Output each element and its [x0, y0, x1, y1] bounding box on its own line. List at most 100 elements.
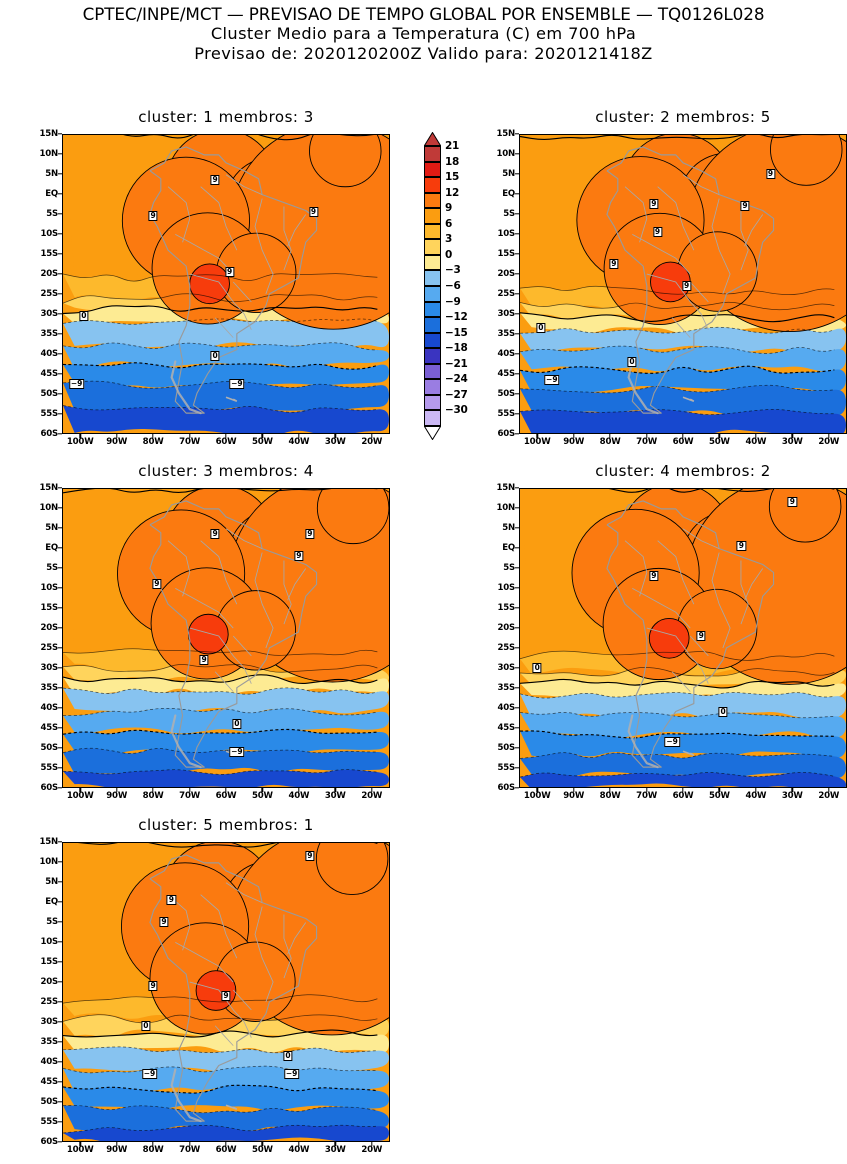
- y-axis-tick-mark: [58, 687, 62, 689]
- y-axis-tick-label: 55S: [40, 1117, 58, 1127]
- y-axis-tick-label: 15S: [40, 957, 58, 967]
- colorbar-tick-label: −12: [445, 311, 468, 324]
- x-axis-tick-label: 70W: [179, 791, 201, 801]
- x-axis-tick-mark: [115, 788, 118, 792]
- y-axis-tick-mark: [58, 353, 62, 355]
- x-axis-tick-label: 20W: [361, 1145, 383, 1155]
- cluster-panel-title: cluster: 5 membros: 1: [138, 816, 314, 834]
- y-axis-tick-mark: [515, 433, 519, 435]
- x-axis-tick-mark: [645, 434, 648, 438]
- colorbar-band: [424, 254, 441, 271]
- x-axis-tick-label: 40W: [288, 1145, 310, 1155]
- y-axis-tick-label: 10N: [496, 149, 515, 159]
- contour-label: 0: [532, 663, 542, 673]
- y-axis-tick-mark: [515, 727, 519, 729]
- colorbar-band: [424, 410, 441, 426]
- x-axis-tick-mark: [371, 434, 373, 438]
- y-axis-tick-mark: [58, 1061, 62, 1063]
- map-canvas: [62, 488, 390, 788]
- contour-label: −9: [68, 379, 85, 389]
- contour-label: 9: [294, 551, 304, 561]
- x-axis-tick-label: 50W: [251, 1145, 273, 1155]
- y-axis-tick-label: 40S: [40, 703, 58, 713]
- y-axis-tick-label: 20S: [497, 269, 515, 279]
- x-axis-tick-mark: [791, 788, 793, 792]
- y-axis-tick-mark: [515, 527, 519, 529]
- y-axis-tick-mark: [58, 787, 62, 789]
- colorbar-band: [424, 270, 441, 286]
- colorbar-tick-label: −9: [445, 295, 461, 308]
- x-axis-tick-mark: [536, 434, 538, 438]
- colorbar-tick-label: 0: [445, 248, 453, 261]
- map-canvas: [62, 134, 390, 434]
- cluster-panel-1: cluster: 1 membros: 3 9 9 9 9 0 0 −9 −9 15N 10N 5N E…: [30, 108, 390, 456]
- y-axis-tick-label: 60S: [497, 783, 515, 793]
- contour-label: 0: [79, 311, 89, 321]
- map-canvas: [62, 842, 390, 1142]
- y-axis-tick-mark: [515, 333, 519, 335]
- y-axis-tick-mark: [515, 567, 519, 569]
- y-axis-tick-mark: [58, 193, 62, 195]
- y-axis-tick-mark: [58, 153, 62, 155]
- y-axis-tick-mark: [515, 647, 519, 649]
- y-axis-tick-mark: [515, 707, 519, 709]
- cluster-panel-title: cluster: 3 membros: 4: [138, 462, 314, 480]
- contour-label: 9: [696, 631, 706, 641]
- colorbar-tick-label: −27: [445, 388, 468, 401]
- x-axis-tick-mark: [188, 434, 191, 438]
- y-axis-tick-label: EQ: [502, 543, 515, 553]
- plot-area[interactable]: 9 9 9 9 0 0 −9 15N 10N 5N EQ 5S 10S 15S 20S 25S 30S 35S 40…: [496, 483, 847, 801]
- x-axis-tick-mark: [261, 434, 264, 438]
- y-axis-tick-label: 20S: [40, 623, 58, 633]
- y-axis-tick-label: 10S: [40, 937, 58, 947]
- colorbar-band: [424, 192, 441, 209]
- y-axis-tick-label: 20S: [40, 977, 58, 987]
- contour-label: 9: [159, 917, 169, 927]
- contour-label: 9: [210, 529, 220, 539]
- y-axis-tick-mark: [515, 133, 519, 135]
- colorbar-band: [424, 161, 441, 178]
- y-axis-tick-mark: [515, 313, 519, 315]
- x-axis-tick-mark: [828, 434, 830, 438]
- plot-area[interactable]: 9 9 9 9 9 0 −9 15N 10N 5N EQ 5S 10S 15S 20S 25S 30S 35S 40…: [39, 483, 390, 801]
- colorbar-band: [424, 208, 441, 224]
- plot-area[interactable]: 9 9 9 9 9 0 0 −9 −9 15N 10N 5N EQ 5S 10S 15S 20S 25S 30S 35…: [39, 837, 390, 1155]
- y-axis-tick-mark: [515, 667, 519, 669]
- x-axis-tick-mark: [718, 434, 721, 438]
- y-axis-tick-label: 50S: [40, 1097, 58, 1107]
- y-axis-tick-label: 35S: [40, 329, 58, 339]
- y-axis-tick-mark: [58, 213, 62, 215]
- y-axis-tick-label: 20S: [497, 623, 515, 633]
- y-axis-tick-mark: [58, 567, 62, 569]
- y-axis-tick-label: 55S: [40, 763, 58, 773]
- colorbar-tick-label: 12: [445, 186, 460, 199]
- x-axis-tick-mark: [609, 434, 611, 438]
- plot-area[interactable]: 9 9 9 9 9 9 0 0 −9 15N 10N 5N EQ 5S 10S 15S 20S 25S 30S 35S…: [496, 129, 847, 447]
- y-axis-tick-label: 35S: [40, 1037, 58, 1047]
- y-axis-tick-label: 55S: [497, 763, 515, 773]
- colorbar-tick-label: −6: [445, 280, 461, 292]
- y-axis-tick-mark: [58, 1101, 62, 1103]
- y-axis-tick-label: 35S: [497, 683, 515, 693]
- y-axis-tick-mark: [58, 373, 62, 375]
- y-axis-tick-label: 60S: [40, 1137, 58, 1147]
- colorbar-band: [424, 239, 441, 255]
- x-axis-tick-label: 80W: [599, 437, 621, 447]
- plot-area[interactable]: 9 9 9 9 0 0 −9 −9 15N 10N 5N EQ 5S 10S 15S 20S 25S 30S 35S…: [39, 129, 390, 447]
- x-axis-tick-mark: [261, 1142, 264, 1146]
- x-axis-tick-label: 30W: [324, 1145, 346, 1155]
- contour-label: 0: [210, 351, 220, 361]
- x-axis-tick-mark: [371, 1142, 373, 1146]
- y-axis-tick-mark: [515, 153, 519, 155]
- contour-label: 0: [536, 323, 546, 333]
- y-axis-tick-mark: [515, 507, 519, 509]
- y-axis-tick-mark: [58, 173, 62, 175]
- x-axis-tick-label: 90W: [563, 791, 585, 801]
- y-axis-tick-label: 45S: [40, 369, 58, 379]
- y-axis-tick-mark: [515, 293, 519, 295]
- x-axis-tick-mark: [79, 788, 81, 792]
- y-axis-tick-mark: [515, 253, 519, 255]
- contour-label: 9: [765, 169, 776, 179]
- y-axis-tick-label: 10S: [497, 229, 515, 239]
- y-axis-tick-mark: [58, 413, 62, 415]
